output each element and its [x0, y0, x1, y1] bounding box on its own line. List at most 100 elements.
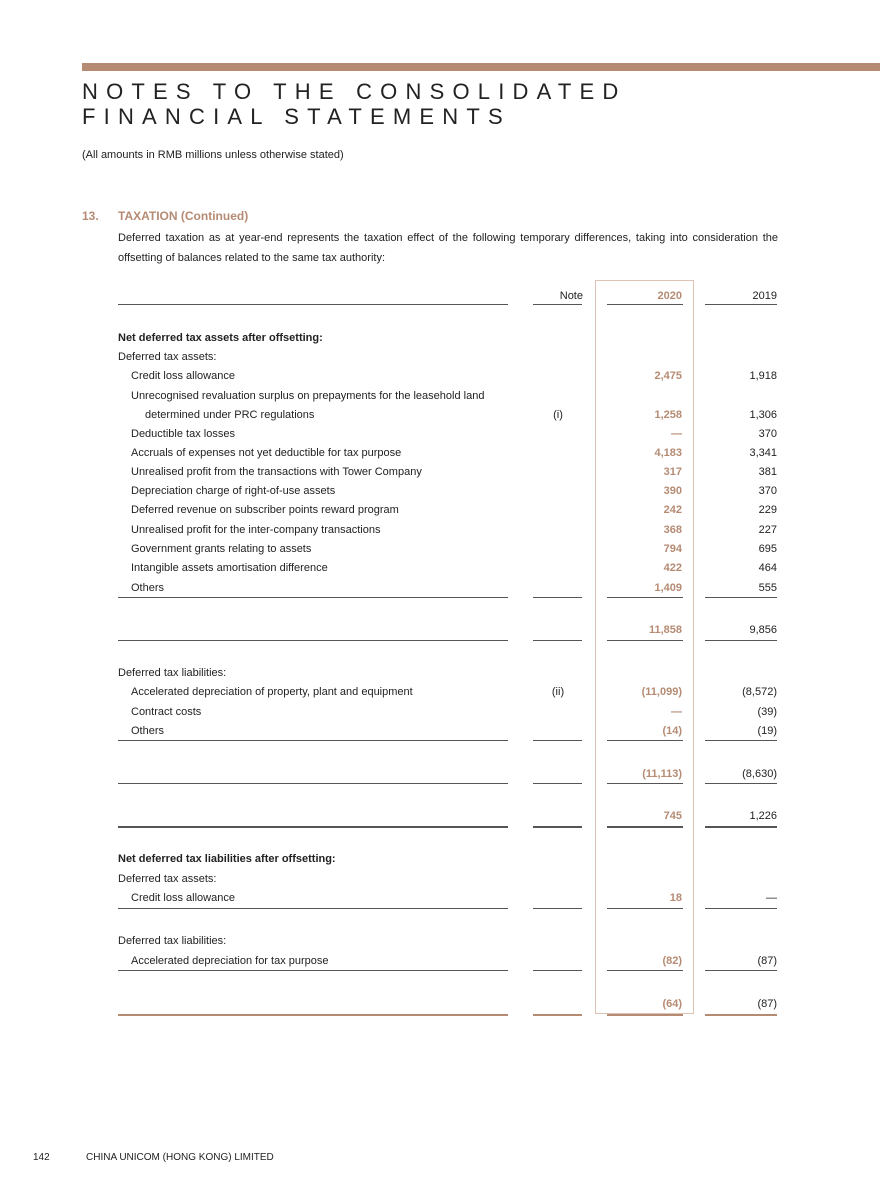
value-2020: 2,475	[654, 370, 682, 382]
table-rule	[607, 970, 683, 971]
value-2020: 317	[663, 466, 682, 478]
table-row: Net deferred tax liabilities after offse…	[0, 851, 880, 867]
value-2019: (39)	[757, 706, 777, 718]
table-rule	[118, 908, 508, 909]
table-row: determined under PRC regulations (i) 1,258…	[0, 407, 880, 423]
value-2019: 227	[758, 524, 777, 536]
section-title: TAXATION (Continued)	[118, 209, 249, 223]
table-rule	[533, 597, 582, 598]
footer-company: CHINA UNICOM (HONG KONG) LIMITED	[86, 1152, 274, 1163]
value-2020: 422	[663, 562, 682, 574]
total-row: (64) (87)	[0, 996, 880, 1012]
value-2020: 1,258	[654, 409, 682, 421]
value-2020: 11,858	[648, 624, 682, 636]
value-2019: (19)	[757, 725, 777, 737]
highlight-2020-column	[595, 280, 694, 1014]
value-2020: —	[671, 428, 682, 440]
table-row: Unrecognised revaluation surplus on prep…	[0, 388, 880, 404]
row-label: Deferred tax liabilities:	[118, 935, 227, 947]
value-2019: (8,572)	[742, 686, 777, 698]
row-label: Credit loss allowance	[131, 892, 235, 904]
table-row: Government grants relating to assets 794 6…	[0, 541, 880, 557]
section-number: 13.	[82, 209, 99, 223]
table-rule	[118, 597, 508, 598]
value-2019: —	[766, 892, 777, 904]
table-rule	[607, 908, 683, 909]
row-label: Others	[131, 725, 165, 737]
table-rule	[705, 783, 777, 784]
value-2020: 242	[663, 504, 682, 516]
table-rule	[607, 740, 683, 741]
table-rule	[705, 640, 777, 641]
total-row: 11,858 9,856	[0, 622, 880, 638]
year-2020-header: 2020	[657, 290, 682, 302]
row-label: Accruals of expenses not yet deductible …	[131, 447, 402, 459]
value-2019: (8,630)	[742, 768, 777, 780]
title-line-2: FINANCIAL STATEMENTS	[82, 104, 511, 129]
table-rule	[533, 783, 582, 784]
header-bar	[82, 63, 880, 71]
value-2020: 745	[663, 810, 682, 822]
row-label: Deductible tax losses	[131, 428, 235, 440]
table-rule	[607, 783, 683, 784]
table-row: Deferred tax liabilities:	[0, 665, 880, 681]
row-label: Net deferred tax liabilities after offse…	[118, 853, 336, 865]
table-rule	[118, 783, 508, 784]
value-2019: 1,918	[749, 370, 777, 382]
row-label: Credit loss allowance	[131, 370, 235, 382]
table-rule	[607, 597, 683, 598]
table-rule	[607, 304, 683, 305]
value-2019: 229	[758, 504, 777, 516]
row-label: Contract costs	[131, 706, 202, 718]
value-2020: 368	[663, 524, 682, 536]
row-label: Unrealised profit from the transactions …	[131, 466, 422, 478]
table-row: Accelerated depreciation for tax purpose…	[0, 953, 880, 969]
table-rule	[705, 597, 777, 598]
table-rule	[705, 1014, 777, 1016]
table-rule	[118, 1014, 508, 1016]
table-row: Deferred revenue on subscriber points re…	[0, 502, 880, 518]
table-rule	[607, 826, 683, 828]
table-rule	[118, 304, 508, 305]
value-2020: 794	[663, 543, 682, 555]
row-note: (i)	[553, 409, 563, 421]
table-row: Credit loss allowance 18 —	[0, 890, 880, 906]
value-2020: (11,099)	[641, 686, 682, 698]
table-row: Accelerated depreciation of property, pl…	[0, 684, 880, 700]
value-2020: (11,113)	[642, 768, 682, 780]
row-label: Deferred tax liabilities:	[118, 667, 227, 679]
table-row: Depreciation charge of right-of-use asse…	[0, 483, 880, 499]
value-2020: 390	[663, 485, 682, 497]
row-label: Others	[131, 582, 165, 594]
table-row: Unrealised profit for the inter-company …	[0, 522, 880, 538]
value-2020: (14)	[662, 725, 682, 737]
table-rule	[118, 640, 508, 641]
row-note: (ii)	[551, 686, 565, 698]
value-2019: 370	[758, 485, 777, 497]
table-row: Deferred tax liabilities:	[0, 933, 880, 949]
value-2019: (87)	[757, 955, 777, 967]
table-rule	[118, 826, 508, 828]
value-2019: 1,306	[749, 409, 777, 421]
row-label: Unrecognised revaluation surplus on prep…	[131, 390, 485, 402]
value-2020: 18	[669, 892, 682, 904]
table-rule	[118, 740, 508, 741]
row-label: Net deferred tax assets after offsetting…	[118, 332, 323, 344]
row-label: Deferred tax assets:	[118, 351, 217, 363]
row-label: determined under PRC regulations	[145, 409, 315, 421]
table-row: Deferred tax assets:	[0, 349, 880, 365]
table-rule	[533, 908, 582, 909]
table-row: Unrealised profit from the transactions …	[0, 464, 880, 480]
table-row: Credit loss allowance 2,475 1,918	[0, 368, 880, 384]
value-2020: 4,183	[654, 447, 682, 459]
total-row: 745 1,226	[0, 808, 880, 824]
table-rule	[705, 304, 777, 305]
subtitle: (All amounts in RMB millions unless othe…	[82, 149, 344, 161]
table-rule	[118, 970, 508, 971]
page-number: 142	[33, 1152, 50, 1163]
table-rule	[533, 740, 582, 741]
note-header: Note	[559, 290, 583, 302]
value-2019: 370	[758, 428, 777, 440]
row-label: Intangible assets amortisation differenc…	[131, 562, 328, 574]
